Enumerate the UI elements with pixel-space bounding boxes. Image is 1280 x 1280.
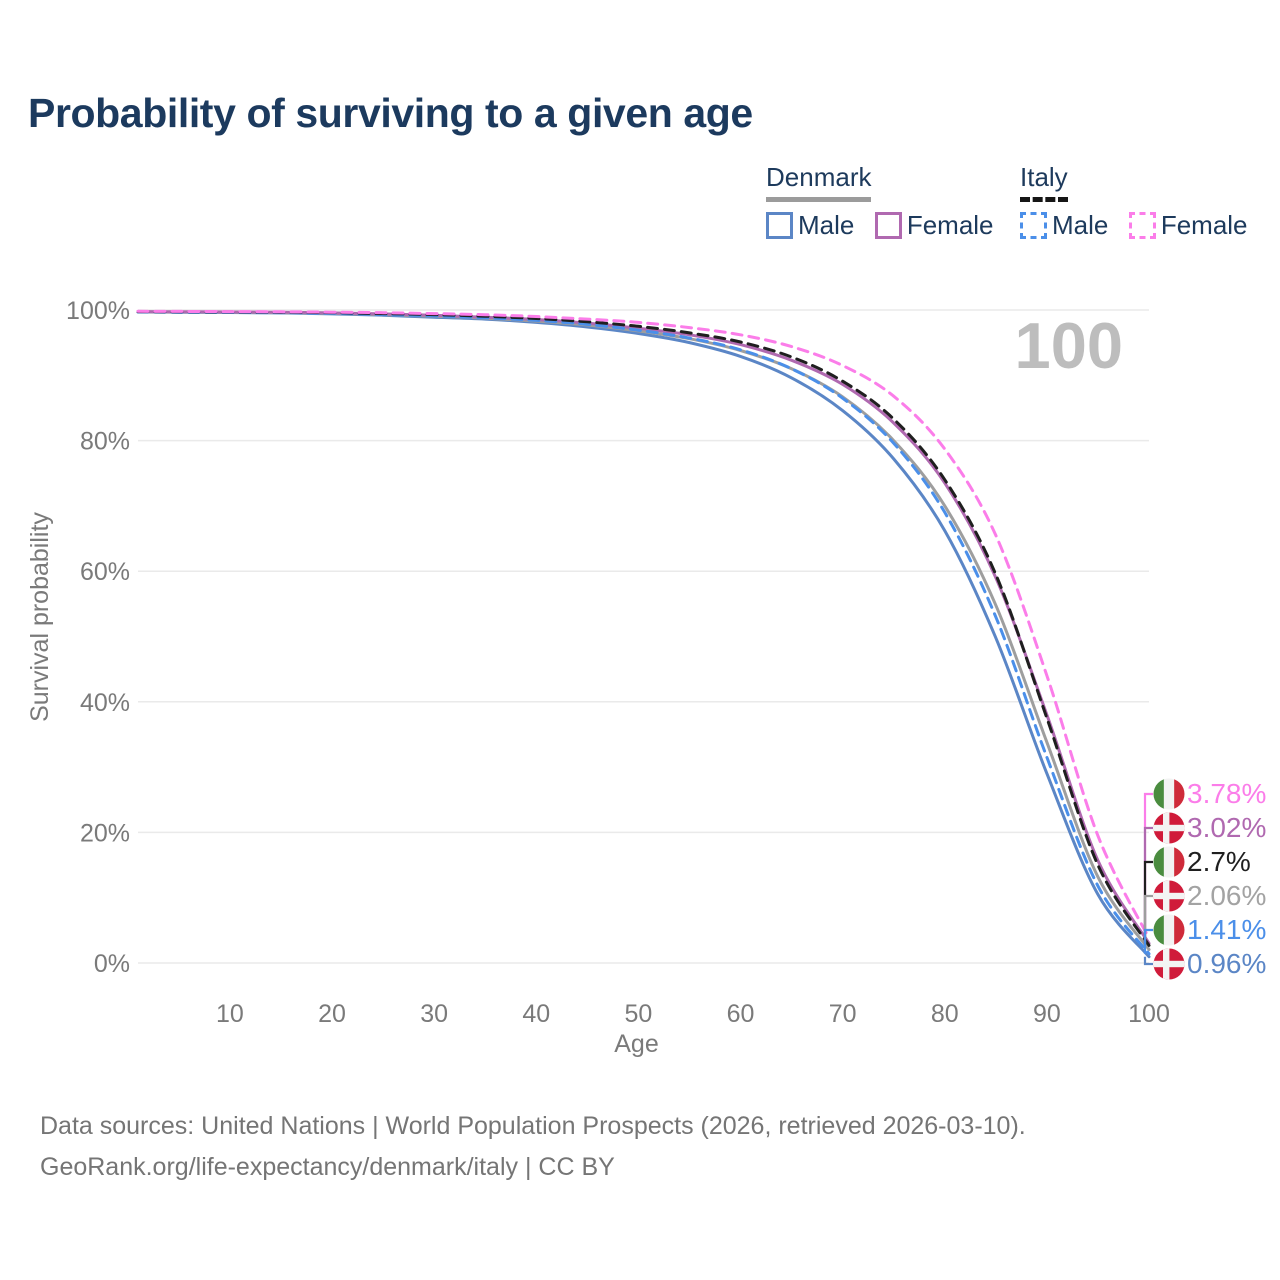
series-line-denmark-male (136, 310, 1151, 959)
end-value-label-italy-female: 3.78% (1187, 778, 1266, 809)
x-tick-label: 100 (1128, 1000, 1170, 1028)
x-tick-label: 70 (829, 1000, 857, 1028)
series-line-denmark-female (136, 310, 1151, 945)
series-line-italy-male (136, 310, 1151, 956)
attribution-link[interactable]: GeoRank.org/life-expectancy/denmark/ital… (40, 1153, 615, 1181)
end-value-label-denmark-total: 2.06% (1187, 880, 1266, 911)
y-tick-label: 40% (80, 689, 130, 717)
x-tick-label: 60 (727, 1000, 755, 1028)
legend-group-italy: Italy Male Female (1020, 162, 1264, 241)
legend-item-denmark-female[interactable]: Female (874, 210, 994, 241)
end-value-label-denmark-female: 3.02% (1187, 812, 1266, 843)
data-sources-text: Data sources: United Nations | World Pop… (40, 1112, 1026, 1140)
denmark-male-swatch-icon (766, 212, 793, 239)
y-tick-label: 20% (80, 819, 130, 847)
legend-item-label: Female (906, 210, 994, 240)
denmark-flag-icon (1153, 880, 1185, 912)
end-value-label-denmark-male: 0.96% (1187, 948, 1266, 979)
legend-item-denmark-male[interactable]: Male (766, 210, 854, 241)
end-label-leader (1143, 928, 1153, 954)
y-tick-label: 0% (94, 950, 130, 978)
page-title: Probability of surviving to a given age (28, 90, 753, 136)
legend-item-italy-male[interactable]: Male (1020, 210, 1108, 241)
italy-flag-icon (1153, 846, 1185, 878)
series-line-denmark-total (136, 310, 1151, 951)
x-tick-label: 50 (624, 1000, 652, 1028)
italy-male-swatch-icon (1020, 212, 1047, 239)
end-label-leader (1143, 792, 1153, 939)
legend-items-denmark: Male Female (766, 210, 1010, 241)
y-tick-label: 60% (80, 558, 130, 586)
legend-item-italy-female[interactable]: Female (1128, 210, 1248, 241)
legend-header-denmark[interactable]: Denmark (766, 162, 872, 202)
x-axis-title: Age (614, 1030, 658, 1058)
denmark-flag-icon (1153, 948, 1185, 980)
end-value-label-italy-male: 1.41% (1187, 914, 1266, 945)
italy-flag-icon (1153, 778, 1185, 810)
denmark-female-swatch-icon (874, 212, 902, 239)
chart-footer: Data sources: United Nations | World Pop… (40, 1106, 1026, 1188)
series-line-italy-total (136, 310, 1151, 947)
hover-age-watermark: 100 (1015, 309, 1123, 382)
legend-item-label: Male (1052, 210, 1109, 240)
legend-group-denmark: Denmark Male Female (766, 162, 1010, 241)
x-tick-label: 10 (216, 1000, 244, 1028)
denmark-flag-icon (1153, 812, 1185, 844)
end-label-leader (1143, 826, 1153, 944)
italy-female-swatch-icon (1128, 212, 1156, 239)
legend-item-label: Male (798, 210, 855, 240)
end-value-label-italy-total: 2.7% (1187, 846, 1251, 877)
end-label-leader (1143, 956, 1153, 966)
x-tick-label: 40 (522, 1000, 550, 1028)
legend-header-italy[interactable]: Italy (1020, 162, 1068, 202)
legend-items-italy: Male Female (1020, 210, 1264, 241)
y-tick-label: 80% (80, 428, 130, 456)
series-line-italy-female (136, 309, 1151, 940)
x-tick-label: 20 (318, 1000, 346, 1028)
x-tick-label: 30 (420, 1000, 448, 1028)
x-tick-label: 80 (931, 1000, 959, 1028)
legend-item-label: Female (1160, 210, 1248, 240)
x-tick-label: 90 (1033, 1000, 1061, 1028)
italy-flag-icon (1153, 914, 1185, 946)
y-tick-label: 100% (66, 297, 130, 325)
y-axis-title: Survival probability (26, 512, 54, 722)
